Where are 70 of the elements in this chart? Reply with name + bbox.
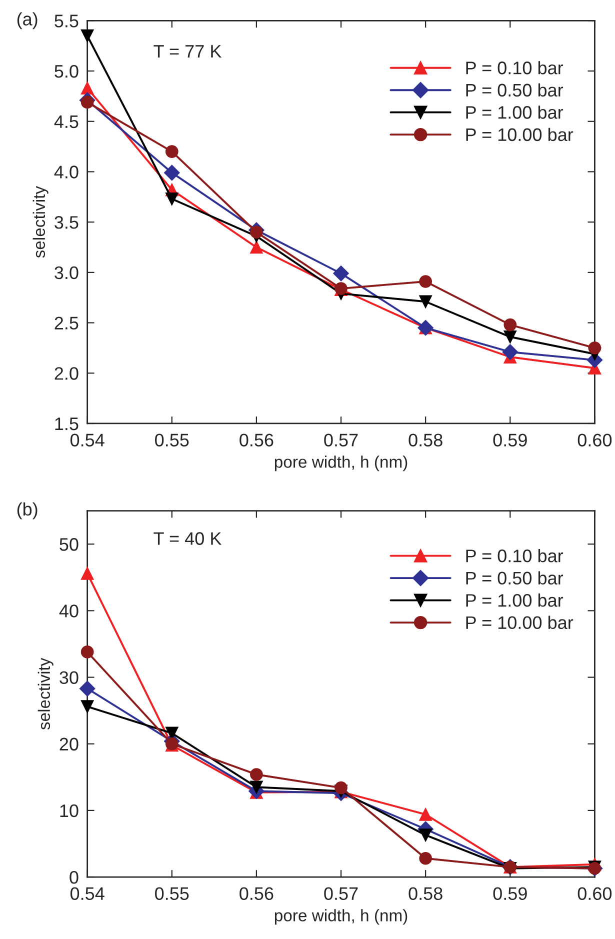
y-tick-label: 50	[60, 538, 78, 551]
y-tick-label: 5.5	[54, 14, 78, 28]
x-tick-label: 0.60	[578, 887, 612, 900]
y-tick-label: 10	[60, 804, 78, 818]
point	[419, 852, 432, 865]
point	[80, 646, 94, 658]
point	[419, 275, 432, 288]
y-axis-title: selectivity	[32, 186, 48, 258]
x-axis-title: pore width, h (nm)	[274, 456, 408, 472]
y-tick-label: 3.0	[54, 266, 78, 280]
point	[80, 96, 94, 109]
point	[250, 240, 263, 254]
point	[80, 82, 94, 95]
legend-label: P = 1.00 bar	[466, 594, 564, 607]
point	[504, 330, 517, 344]
annotation: T = 40 K	[154, 532, 222, 545]
y-tick-label: 5.0	[54, 64, 78, 78]
x-tick-label: 0.55	[155, 434, 189, 446]
point	[250, 780, 263, 794]
point	[80, 566, 94, 580]
point	[165, 145, 178, 158]
point	[80, 29, 94, 42]
x-axis-title: pore width, h (nm)	[274, 909, 408, 925]
text: (a)	[17, 12, 38, 30]
x-tick-label: 0.56	[240, 887, 274, 900]
point	[333, 266, 349, 282]
legend-label: P = 10.00 bar	[466, 128, 574, 142]
y-tick-label: 0	[70, 870, 78, 884]
point	[334, 781, 348, 794]
y-tick-label: 1.5	[55, 418, 78, 430]
y-tick-label: 2.0	[54, 367, 78, 380]
y-tick-label: 40	[59, 604, 78, 618]
point	[419, 295, 432, 308]
y-tick-label: 4.5	[54, 115, 78, 128]
x-tick-label: 0.56	[240, 434, 274, 446]
point	[250, 226, 263, 239]
legend-label: P = 10.00 bar	[466, 616, 574, 630]
annotation: T = 77 K	[154, 45, 222, 58]
x-tick-label: 0.54	[70, 887, 104, 900]
text: (b)	[17, 502, 38, 520]
point	[502, 344, 518, 360]
point	[250, 768, 263, 781]
x-tick-label: 0.59	[493, 434, 527, 446]
point	[419, 828, 432, 842]
point	[164, 164, 180, 181]
y-axis-title: selectivity	[38, 658, 54, 730]
point	[165, 192, 178, 206]
point	[504, 318, 517, 332]
x-tick-label: 0.58	[408, 434, 442, 446]
x-tick-label: 0.57	[324, 887, 358, 900]
x-tick-label: 0.55	[155, 887, 189, 900]
legend-label: P = 1.00 bar	[466, 106, 564, 119]
legend-label: P = 0.50 bar	[466, 571, 564, 585]
point	[419, 808, 432, 821]
x-tick-label: 0.54	[70, 434, 104, 446]
y-tick-label: 30	[60, 671, 78, 684]
point	[79, 680, 96, 696]
legend-label: P = 0.50 bar	[466, 83, 564, 97]
y-tick-label: 4.0	[54, 166, 78, 178]
y-tick-label: 3.5	[54, 216, 78, 229]
y-tick-label: 2.5	[54, 316, 78, 330]
x-tick-label: 0.58	[408, 887, 442, 900]
x-tick-label: 0.59	[493, 887, 527, 900]
legend-label: P = 0.10 bar	[466, 549, 564, 562]
y-tick-label: 20	[60, 738, 78, 751]
x-tick-label: 0.60	[578, 434, 612, 446]
x-tick-label: 0.57	[324, 434, 358, 446]
point	[588, 342, 602, 354]
point	[80, 700, 94, 713]
legend-label: P = 0.10 bar	[466, 61, 564, 74]
